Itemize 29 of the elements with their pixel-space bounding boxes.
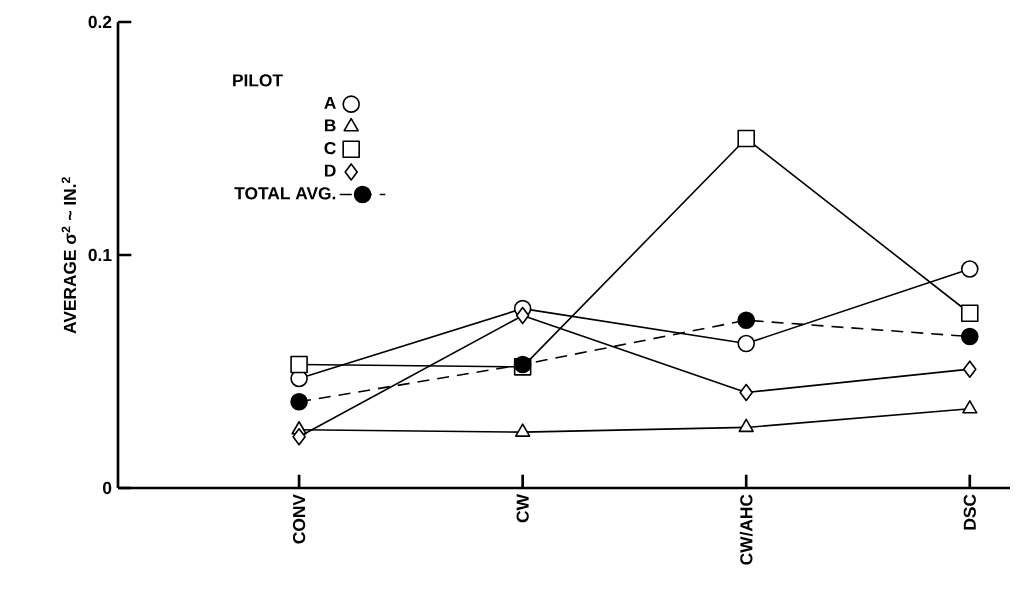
point	[290, 355, 308, 374]
point	[960, 304, 979, 323]
point	[290, 392, 308, 411]
point	[962, 399, 978, 414]
y-tick-label: 0	[103, 481, 112, 495]
x-tick-label: CW	[516, 494, 529, 523]
point	[737, 129, 756, 148]
legend-title: PILOT	[233, 74, 283, 87]
y-axis-title: AVERAGE σ$^{2}$ ~ IN.$^{2}$	[61, 177, 77, 334]
legend-label: C	[324, 141, 336, 155]
legend-label: TOTAL AVG.	[234, 187, 336, 200]
point	[515, 306, 530, 325]
point	[514, 423, 531, 437]
point	[738, 418, 754, 433]
point	[292, 427, 306, 446]
point	[960, 327, 979, 346]
legend-label: B	[324, 119, 336, 132]
point	[737, 311, 756, 330]
x-tick-label: DSC	[963, 494, 976, 530]
point	[737, 334, 756, 353]
point	[960, 260, 979, 278]
x-tick-label: CONV	[292, 494, 306, 544]
point	[962, 360, 977, 378]
y-tick-label: 0.2	[88, 15, 112, 29]
y-tick-label: 0.1	[88, 248, 112, 262]
legend-label: D	[324, 164, 336, 177]
x-tick-label: CW/AHC	[739, 494, 753, 565]
legend-label: A	[324, 96, 336, 109]
point	[739, 383, 754, 402]
